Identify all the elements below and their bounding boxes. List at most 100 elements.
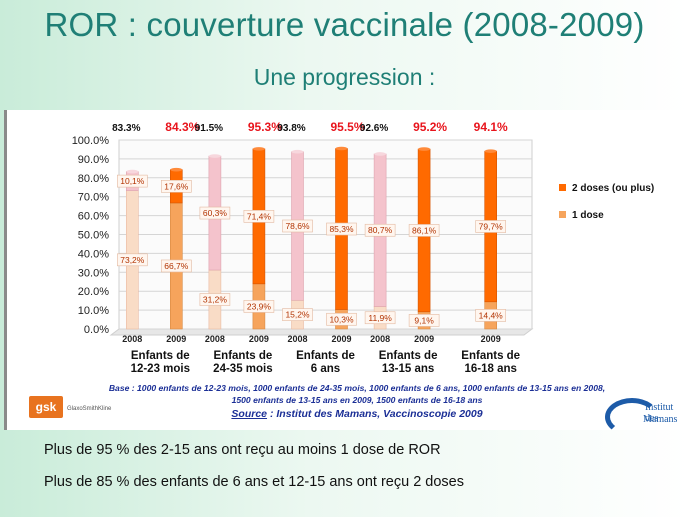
data-label-box-one-dose xyxy=(326,312,357,326)
data-label-one-dose: 66,7% xyxy=(164,261,189,271)
data-label-two-doses: 71,4% xyxy=(247,211,272,221)
total-label-2009: 84.3% xyxy=(165,120,199,134)
total-label-2009: 94.1% xyxy=(474,120,508,134)
bar-cap xyxy=(208,154,221,158)
data-label-box-one-dose xyxy=(408,314,440,327)
y-tick-label: 100.0% xyxy=(72,135,110,147)
bar-cap xyxy=(170,167,183,172)
swirl-icon xyxy=(605,398,659,436)
year-label: 2008 xyxy=(287,334,307,344)
gsk-logo: gsk xyxy=(29,396,63,418)
data-label-box-two-doses xyxy=(243,210,275,223)
group-label: 24-35 mois xyxy=(213,363,272,375)
data-label-one-dose: 11,9% xyxy=(368,313,392,323)
source-text: : Institut des Mamans, Vaccinoscopie 200… xyxy=(267,408,483,420)
data-label-box-one-dose xyxy=(161,259,192,273)
total-label-2009: 95.5% xyxy=(330,120,364,134)
y-tick-label: 0.0% xyxy=(84,324,109,336)
y-tick-label: 50.0% xyxy=(78,230,109,242)
group-label: Enfants de xyxy=(379,350,438,362)
y-tick-label: 70.0% xyxy=(78,192,109,204)
bar-cap xyxy=(291,149,304,154)
year-label: 2008 xyxy=(370,334,390,344)
year-label: 2009 xyxy=(331,334,351,344)
data-label-one-dose: 15,2% xyxy=(285,310,310,320)
data-label-box-one-dose xyxy=(282,308,313,321)
group-label: Enfants de xyxy=(461,350,520,362)
footer-line-1: Plus de 95 % des 2-15 ans ont reçu au mo… xyxy=(44,442,441,458)
base-note-line1: Base : 1000 enfants de 12-23 mois, 1000 … xyxy=(108,383,606,393)
y-tick-label: 10.0% xyxy=(78,305,109,317)
data-label-box-one-dose xyxy=(364,311,396,325)
legend-label: 2 doses (ou plus) xyxy=(572,183,654,194)
data-label-two-doses: 78,6% xyxy=(285,221,310,231)
data-label-box-two-doses xyxy=(199,206,231,220)
year-label: 2009 xyxy=(481,334,501,344)
vaccination-coverage-chart: 0.0% 10.0% 20.0% 30.0% 40.0% 50.0% 60.0% 70.0% 8… xyxy=(72,120,655,375)
data-label-one-dose: 14,4% xyxy=(479,310,504,320)
chart-panel: 0.0% 10.0% 20.0% 30.0% 40.0% 50.0% 60.0% 70.0% 8… xyxy=(4,110,688,436)
data-label-box-two-doses xyxy=(117,174,148,188)
group-label: Enfants de xyxy=(296,350,355,362)
year-label: 2009 xyxy=(414,334,434,344)
data-label-box-one-dose xyxy=(199,293,231,306)
total-label-2009: 95.3% xyxy=(248,120,282,134)
data-label-two-doses: 85,3% xyxy=(329,224,354,234)
legend-swatch xyxy=(559,211,566,218)
total-label-2009: 95.2% xyxy=(413,120,447,134)
y-tick-label: 60.0% xyxy=(78,211,109,223)
bar-cap xyxy=(335,146,348,151)
institut-des-mamans-logo: Institut des Mamans xyxy=(605,396,685,436)
data-label-two-doses: 17,6% xyxy=(164,181,189,191)
bar-cap xyxy=(374,152,387,156)
group-label: 16-18 ans xyxy=(464,363,516,375)
bar-cap xyxy=(252,147,265,151)
total-label-2008: 91.5% xyxy=(195,123,223,134)
data-label-box-two-doses xyxy=(326,222,357,236)
slide-title: ROR : couverture vaccinale (2008-2009) xyxy=(44,6,645,43)
data-label-two-doses: 80,7% xyxy=(368,225,393,235)
group-label: Enfants de xyxy=(214,350,273,362)
footer-line-2: Plus de 85 % des enfants de 6 ans et 12-… xyxy=(44,474,464,490)
gsk-logo-subtitle: GlaxoSmithKline xyxy=(67,406,112,412)
data-label-two-doses: 79,7% xyxy=(479,221,504,231)
data-label-box-two-doses xyxy=(408,224,440,237)
bar-cap xyxy=(484,149,497,153)
source-label: Source xyxy=(231,408,268,420)
base-note-line2: 1500 enfants de 13-15 ans en 2009, 1500 … xyxy=(231,395,483,405)
data-label-box-two-doses xyxy=(475,220,507,233)
source-note: Source : Institut des Mamans, Vaccinosco… xyxy=(57,408,657,420)
group-label: Enfants de xyxy=(131,350,190,362)
data-label-box-two-doses xyxy=(161,180,192,193)
data-label-one-dose: 31,2% xyxy=(203,295,228,305)
data-label-two-doses: 60,3% xyxy=(203,208,228,218)
y-tick-label: 20.0% xyxy=(78,286,109,298)
group-label: 6 ans xyxy=(311,363,340,375)
data-label-one-dose: 10,3% xyxy=(329,314,354,324)
y-tick-label: 40.0% xyxy=(78,248,109,260)
data-label-two-doses: 10,1% xyxy=(120,176,145,186)
institut-logo-line2: Mamans xyxy=(643,414,678,425)
total-label-2008: 83.3% xyxy=(112,123,140,134)
year-label: 2008 xyxy=(122,334,142,344)
data-label-box-one-dose xyxy=(117,253,148,267)
y-tick-label: 90.0% xyxy=(78,154,109,166)
year-label: 2008 xyxy=(205,334,225,344)
data-label-box-two-doses xyxy=(364,223,396,237)
legend-swatch xyxy=(559,184,566,191)
data-label-one-dose: 73,2% xyxy=(120,255,145,265)
data-label-one-dose: 9,1% xyxy=(414,315,434,325)
y-tick-label: 30.0% xyxy=(78,267,109,279)
y-tick-label: 80.0% xyxy=(78,173,109,185)
legend-label: 1 dose xyxy=(572,210,604,221)
total-label-2008: 92.6% xyxy=(360,123,388,134)
group-label: 12-23 mois xyxy=(131,363,190,375)
data-label-one-dose: 23,9% xyxy=(247,301,272,311)
bar-cap xyxy=(126,169,139,174)
year-label: 2009 xyxy=(166,334,186,344)
group-label: 13-15 ans xyxy=(382,363,434,375)
data-label-box-two-doses xyxy=(282,219,313,233)
slide-subtitle: Une progression : xyxy=(253,64,436,90)
year-label: 2009 xyxy=(249,334,269,344)
data-label-two-doses: 86,1% xyxy=(412,225,437,235)
